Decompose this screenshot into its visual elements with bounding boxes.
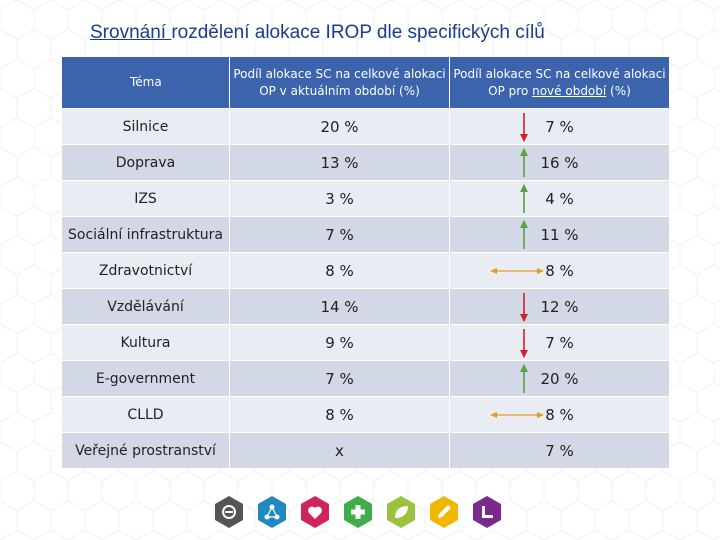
row-current-share: 9 % (229, 324, 450, 361)
header-new-suffix: (%) (606, 83, 631, 98)
table-row: Vzdělávání 14 % 12 % (61, 288, 670, 325)
arrow-down-icon (520, 113, 528, 142)
row-new-share-cell: 7 % (449, 432, 670, 469)
row-new-share: 4 % (545, 189, 574, 208)
network-hex-icon (257, 495, 287, 529)
arrow-both-icon (490, 412, 544, 418)
arrow-up-icon (520, 184, 528, 213)
row-topic: Sociální infrastruktura (61, 216, 230, 253)
row-topic: Zdravotnictví (61, 252, 230, 289)
row-new-share: 16 % (540, 153, 579, 172)
title-underlined: Srovnání (90, 22, 172, 43)
row-topic: Vzdělávání (61, 288, 230, 325)
row-new-share-cell: 7 % (449, 324, 670, 361)
row-topic: Silnice (61, 108, 230, 145)
arrow-up-icon (520, 148, 528, 177)
arrow-down-icon (520, 329, 528, 358)
row-new-share-cell: 20 % (449, 360, 670, 397)
table-row: CLLD 8 % 8 % (61, 396, 670, 433)
header-current: Podíl alokace SC na celkové alokaci OP v… (229, 56, 450, 109)
title-rest: rozdělení alokace IROP dle specifických … (171, 22, 545, 43)
arrow-up-icon (520, 220, 528, 249)
row-topic: Doprava (61, 144, 230, 181)
row-new-share-cell: 12 % (449, 288, 670, 325)
row-new-share-cell: 8 % (449, 252, 670, 289)
row-new-share: 8 % (545, 405, 574, 424)
page-title: Srovnání rozdělení alokace IROP dle spec… (90, 22, 545, 44)
table-row: IZS 3 % 4 % (61, 180, 670, 217)
table-row: Zdravotnictví 8 % 8 % (61, 252, 670, 289)
header-topic: Téma (61, 56, 230, 109)
table-row: Veřejné prostranství x 7 % (61, 432, 670, 469)
row-current-share: x (229, 432, 450, 469)
row-topic: E-government (61, 360, 230, 397)
row-topic: Veřejné prostranství (61, 432, 230, 469)
row-new-share: 8 % (545, 261, 574, 280)
row-new-share: 12 % (540, 297, 579, 316)
arrow-down-icon (520, 293, 528, 322)
row-new-share: 7 % (545, 333, 574, 352)
row-new-share: 7 % (545, 117, 574, 136)
row-new-share: 7 % (545, 441, 574, 460)
row-new-share-cell: 16 % (449, 144, 670, 181)
header-new: Podíl alokace SC na celkové alokaci OP p… (449, 56, 670, 109)
table-row: E-government 7 % 20 % (61, 360, 670, 397)
row-current-share: 3 % (229, 180, 450, 217)
header-new-underlined: nové období (532, 83, 607, 98)
row-current-share: 7 % (229, 216, 450, 253)
row-current-share: 14 % (229, 288, 450, 325)
row-topic: Kultura (61, 324, 230, 361)
row-topic: IZS (61, 180, 230, 217)
heart-hex-icon (300, 495, 330, 529)
row-current-share: 20 % (229, 108, 450, 145)
row-new-share: 11 % (540, 225, 579, 244)
minus-hex-icon (214, 495, 244, 529)
cross-hex-icon (343, 495, 373, 529)
header-new-prefix: Podíl alokace SC na celkové alokaci OP p… (453, 66, 666, 98)
row-current-share: 7 % (229, 360, 450, 397)
row-current-share: 13 % (229, 144, 450, 181)
row-current-share: 8 % (229, 252, 450, 289)
arrow-up-icon (520, 364, 528, 393)
pencil-hex-icon (429, 495, 459, 529)
table-header-row: Téma Podíl alokace SC na celkové alokaci… (61, 56, 670, 109)
row-current-share: 8 % (229, 396, 450, 433)
row-new-share-cell: 4 % (449, 180, 670, 217)
leaf-hex-icon (386, 495, 416, 529)
comparison-table: Téma Podíl alokace SC na celkové alokaci… (61, 56, 670, 469)
table-row: Sociální infrastruktura 7 % 11 % (61, 216, 670, 253)
table-row: Kultura 9 % 7 % (61, 324, 670, 361)
row-topic: CLLD (61, 396, 230, 433)
row-new-share-cell: 8 % (449, 396, 670, 433)
corner-hex-icon (472, 495, 502, 529)
footer-icons (214, 495, 514, 531)
table-row: Silnice 20 % 7 % (61, 108, 670, 145)
table-row: Doprava 13 % 16 % (61, 144, 670, 181)
row-new-share: 20 % (540, 369, 579, 388)
row-new-share-cell: 7 % (449, 108, 670, 145)
row-new-share-cell: 11 % (449, 216, 670, 253)
arrow-both-icon (490, 268, 544, 274)
